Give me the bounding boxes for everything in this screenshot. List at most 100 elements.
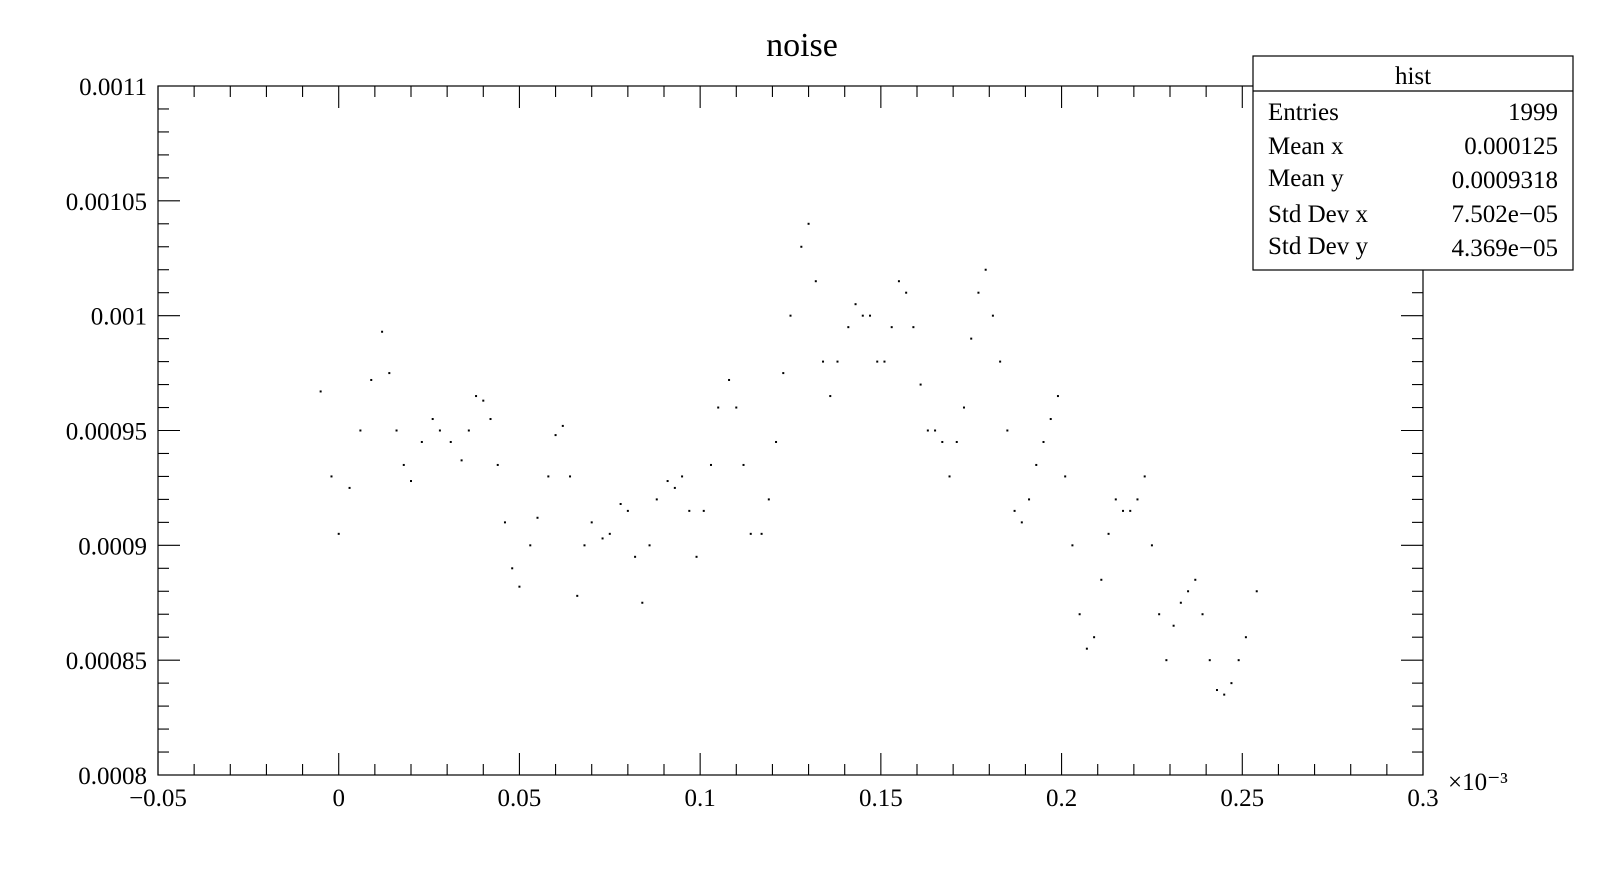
data-point	[1035, 463, 1038, 466]
data-point	[775, 440, 778, 443]
chart-title: noise	[766, 27, 838, 64]
data-point	[1230, 682, 1233, 685]
data-point	[431, 418, 434, 421]
data-points	[319, 222, 1258, 696]
data-point	[876, 360, 879, 363]
data-point	[1150, 544, 1153, 547]
stats-value-std-dev-x: 7.502e−05	[1452, 201, 1558, 228]
data-point	[576, 594, 579, 597]
data-point	[970, 337, 973, 340]
data-point	[1158, 613, 1161, 616]
data-point	[569, 475, 572, 478]
data-point	[919, 383, 922, 386]
data-point	[890, 326, 893, 329]
data-point	[518, 585, 521, 588]
data-point	[1179, 601, 1182, 604]
data-point	[869, 314, 872, 317]
y-tick-label: 0.0009	[78, 533, 147, 560]
y-tick-label: 0.00095	[66, 419, 147, 446]
x-tick-label: −0.05	[129, 785, 187, 812]
x-tick-label: 0.3	[1407, 785, 1438, 812]
data-point	[673, 486, 676, 489]
data-point	[666, 480, 669, 483]
x-tick-label: 0.1	[685, 785, 716, 812]
y-axis-tick-labels: 0.0008 0.00085 0.0009 0.00095 0.001 0.00105 0.…	[66, 74, 147, 790]
data-point	[420, 440, 423, 443]
data-point	[1056, 395, 1059, 398]
x-tick-label: 0.15	[859, 785, 903, 812]
data-point	[702, 509, 705, 512]
data-point	[1064, 475, 1067, 478]
stats-value-mean-x: 0.000125	[1464, 133, 1558, 160]
data-point	[381, 330, 384, 333]
data-point	[934, 429, 937, 432]
data-point	[941, 440, 944, 443]
data-point	[547, 475, 550, 478]
data-point	[1172, 624, 1175, 627]
data-point	[641, 601, 644, 604]
data-point	[767, 498, 770, 501]
data-point	[655, 498, 658, 501]
y-tick-label: 0.0008	[78, 763, 147, 790]
data-point	[822, 360, 825, 363]
data-point	[1042, 440, 1045, 443]
data-point	[717, 406, 720, 409]
stats-value-std-dev-y: 4.369e−05	[1452, 235, 1558, 262]
data-point	[1136, 498, 1139, 501]
data-point	[583, 544, 586, 547]
data-point	[800, 245, 803, 248]
data-point	[789, 314, 792, 317]
data-point	[749, 532, 752, 535]
data-point	[561, 424, 564, 427]
data-point	[359, 429, 362, 432]
data-point	[402, 463, 405, 466]
data-point	[554, 434, 557, 437]
data-point	[991, 314, 994, 317]
x-tick-label: 0.25	[1220, 785, 1264, 812]
stats-box-frame	[1252, 55, 1574, 271]
data-point	[496, 463, 499, 466]
data-point	[905, 291, 908, 294]
data-point	[728, 378, 731, 381]
data-point	[536, 516, 539, 519]
data-point	[1194, 578, 1197, 581]
data-point	[829, 395, 832, 398]
data-point	[912, 326, 915, 329]
data-point	[503, 521, 506, 524]
data-point	[337, 532, 340, 535]
data-point	[1223, 693, 1226, 696]
data-point	[807, 222, 810, 225]
axis-ticks	[157, 85, 1424, 776]
data-point	[1129, 509, 1132, 512]
data-point	[1085, 647, 1088, 650]
data-point	[782, 372, 785, 375]
data-point	[1201, 613, 1204, 616]
data-point	[695, 555, 698, 558]
data-point	[1078, 613, 1081, 616]
data-point	[1013, 509, 1016, 512]
data-point	[1122, 509, 1125, 512]
data-point	[688, 509, 691, 512]
data-point	[449, 440, 452, 443]
stats-box: hist Entries 1999 Mean x 0.000125 Mean y…	[1252, 55, 1574, 271]
data-point	[489, 418, 492, 421]
data-point	[460, 459, 463, 462]
data-point	[529, 544, 532, 547]
x-tick-label: 0.05	[498, 785, 542, 812]
stats-label-mean-x: Mean x	[1268, 133, 1344, 160]
stats-box-title: hist	[1395, 63, 1431, 90]
data-point	[467, 429, 470, 432]
data-point	[1107, 532, 1110, 535]
data-point	[608, 532, 611, 535]
data-point	[836, 360, 839, 363]
data-point	[370, 378, 373, 381]
stats-value-entries: 1999	[1508, 99, 1558, 126]
data-point	[760, 532, 763, 535]
y-tick-label: 0.001	[91, 304, 147, 331]
data-point	[1244, 636, 1247, 639]
data-point	[847, 326, 850, 329]
data-point	[814, 280, 817, 283]
data-point	[1093, 636, 1096, 639]
data-point	[709, 463, 712, 466]
